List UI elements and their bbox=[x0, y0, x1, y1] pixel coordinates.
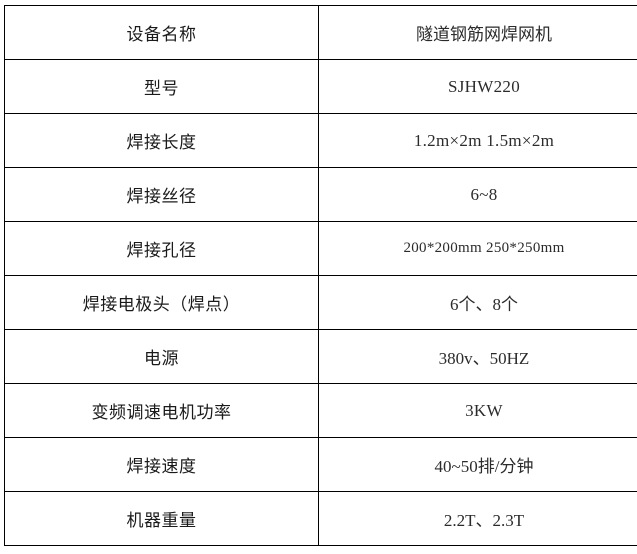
param-value-cell: 隧道钢筋网焊网机 bbox=[318, 5, 637, 60]
param-label-cell: 焊接丝径 bbox=[4, 167, 319, 222]
table-row: 焊接丝径 6~8 bbox=[4, 167, 637, 222]
param-value-cell: 40~50排/分钟 bbox=[318, 437, 637, 492]
table-row: 型号 SJHW220 bbox=[4, 59, 637, 114]
table-row: 焊接长度 1.2m×2m 1.5m×2m bbox=[4, 113, 637, 168]
param-label-cell: 设备名称 bbox=[4, 5, 319, 60]
table-row: 机器重量 2.2T、2.3T bbox=[4, 491, 637, 546]
table-row: 设备名称 隧道钢筋网焊网机 bbox=[4, 5, 637, 60]
param-value-cell: 3KW bbox=[318, 383, 637, 438]
param-label-cell: 焊接电极头（焊点） bbox=[4, 275, 319, 330]
param-value-cell: 6~8 bbox=[318, 167, 637, 222]
param-value-cell: 200*200mm 250*250mm bbox=[318, 221, 637, 276]
param-label-cell: 焊接长度 bbox=[4, 113, 319, 168]
table-row: 变频调速电机功率 3KW bbox=[4, 383, 637, 438]
table-row: 焊接速度 40~50排/分钟 bbox=[4, 437, 637, 492]
param-label-cell: 焊接速度 bbox=[4, 437, 319, 492]
param-label-cell: 变频调速电机功率 bbox=[4, 383, 319, 438]
param-label-cell: 型号 bbox=[4, 59, 319, 114]
param-value-cell: 2.2T、2.3T bbox=[318, 491, 637, 546]
param-value-cell: 380v、50HZ bbox=[318, 329, 637, 384]
param-value-cell: SJHW220 bbox=[318, 59, 637, 114]
equipment-spec-table: 设备名称 隧道钢筋网焊网机 型号 SJHW220 焊接长度 1.2m×2m 1.… bbox=[4, 5, 637, 546]
table-row: 焊接孔径 200*200mm 250*250mm bbox=[4, 221, 637, 276]
table-row: 电源 380v、50HZ bbox=[4, 329, 637, 384]
param-label-cell: 焊接孔径 bbox=[4, 221, 319, 276]
spec-table-body: 设备名称 隧道钢筋网焊网机 型号 SJHW220 焊接长度 1.2m×2m 1.… bbox=[4, 5, 637, 546]
param-label-cell: 机器重量 bbox=[4, 491, 319, 546]
param-value-cell: 1.2m×2m 1.5m×2m bbox=[318, 113, 637, 168]
param-value-cell: 6个、8个 bbox=[318, 275, 637, 330]
table-row: 焊接电极头（焊点） 6个、8个 bbox=[4, 275, 637, 330]
spec-table-container: 设备名称 隧道钢筋网焊网机 型号 SJHW220 焊接长度 1.2m×2m 1.… bbox=[4, 5, 637, 546]
param-label-cell: 电源 bbox=[4, 329, 319, 384]
